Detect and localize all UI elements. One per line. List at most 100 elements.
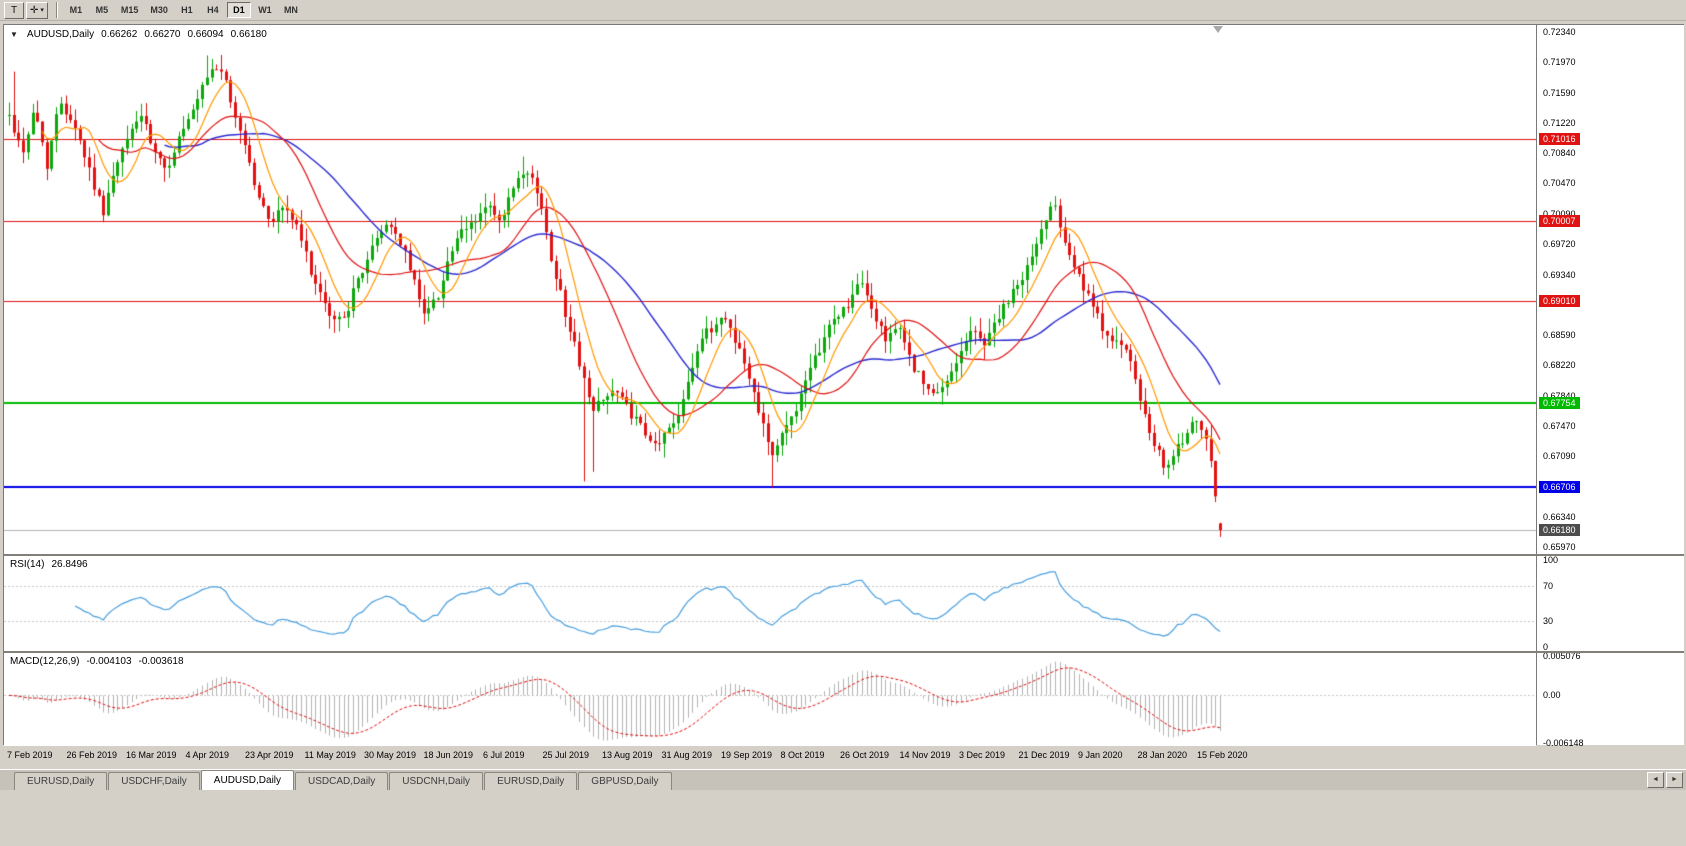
- chart-tab-gbpusd-daily[interactable]: GBPUSD,Daily: [578, 772, 672, 790]
- macd-header: MACD(12,26,9) -0.004103 -0.003618: [10, 656, 184, 667]
- chart-tabs: EURUSD,Daily USDCHF,Daily AUDUSD,Daily USDC…: [0, 770, 1686, 790]
- time-axis-label: 3 Dec 2019: [959, 750, 1006, 760]
- time-axis-label: 14 Nov 2019: [899, 750, 951, 760]
- timeframe-button-d1[interactable]: D1: [226, 2, 251, 18]
- timeframe-button-h4[interactable]: H4: [207, 5, 219, 15]
- macd-panel-splitter[interactable]: [4, 651, 1684, 653]
- macd-tick-label: 0.00: [1543, 690, 1561, 701]
- macd-tick-label: -0.006148: [1543, 738, 1584, 748]
- time-axis-label: 31 Aug 2019: [661, 750, 713, 760]
- chart-menu-icon[interactable]: ▼: [10, 30, 18, 39]
- chart-shift-marker[interactable]: [1213, 26, 1223, 33]
- price-tick-label: 0.67840: [1543, 391, 1576, 401]
- price-tick-label: 0.69340: [1543, 269, 1576, 280]
- ohlc-close: 0.66180: [230, 29, 267, 40]
- time-axis-label: 23 Apr 2019: [245, 750, 294, 760]
- price-tick-label: 0.67470: [1543, 420, 1576, 431]
- chart-tab-audusd-daily[interactable]: AUDUSD,Daily: [200, 770, 295, 790]
- chart-tab-usdcnh-daily[interactable]: USDCNH,Daily: [389, 772, 484, 790]
- chart-tab-usdcad-daily[interactable]: USDCAD,Daily: [295, 772, 389, 790]
- timeframe-button-m1[interactable]: M1: [69, 5, 83, 15]
- rsi-value: 26.8496: [51, 559, 88, 570]
- chart-tab-eurusd-daily[interactable]: EURUSD,Daily: [484, 772, 578, 790]
- price-tick-label: 0.67090: [1543, 451, 1576, 462]
- chart-tab-usdchf-daily[interactable]: USDCHF,Daily: [108, 772, 200, 790]
- rsi-tick-label: 0: [1543, 642, 1549, 652]
- price-tick-label: 0.71590: [1543, 87, 1576, 98]
- price-tick-label: 0.70840: [1543, 148, 1576, 159]
- price-tick-label: 0.69720: [1543, 238, 1576, 249]
- rsi-tick-label: 70: [1543, 581, 1554, 592]
- ohlc-low: 0.66094: [187, 29, 224, 40]
- timeframe-bar: M1 M5 M15 M30 H1 H4 D1 W1 MN: [64, 2, 303, 18]
- time-axis-label: 8 Oct 2019: [780, 750, 825, 760]
- chart-header: ▼ AUDUSD,Daily 0.66262 0.66270 0.66094 0…: [10, 29, 267, 40]
- price-tick-label: 0.71970: [1543, 56, 1576, 67]
- macd-main-value: -0.004103: [86, 656, 132, 667]
- main-chart-canvas[interactable]: [4, 25, 1536, 554]
- rsi-panel-canvas[interactable]: [4, 556, 1536, 651]
- timeframe-button-m15[interactable]: M15: [120, 5, 139, 15]
- crosshair-icon: ✛: [30, 4, 39, 16]
- timeframe-button-w1[interactable]: W1: [258, 5, 272, 15]
- level-price-tag: 0.66706: [1539, 481, 1580, 494]
- level-price-tag: 0.70007: [1539, 214, 1580, 227]
- rsi-panel-splitter[interactable]: [4, 554, 1684, 556]
- dropdown-arrow-icon: ▾: [40, 7, 44, 14]
- time-axis-label: 16 Mar 2019: [126, 750, 177, 760]
- time-axis-label: 15 Feb 2020: [1197, 750, 1248, 760]
- time-axis-label: 25 Jul 2019: [542, 750, 590, 760]
- price-tick-label: 0.66340: [1543, 512, 1576, 523]
- time-axis-label: 19 Sep 2019: [721, 750, 773, 760]
- chart-tab-eurusd-daily[interactable]: EURUSD,Daily: [14, 772, 108, 790]
- level-price-tag: 0.67754: [1539, 396, 1580, 409]
- ohlc-high: 0.66270: [144, 29, 181, 40]
- time-axis-label: 6 Jul 2019: [483, 750, 525, 760]
- time-axis-label: 21 Dec 2019: [1018, 750, 1070, 760]
- price-tick-label: 0.68220: [1543, 360, 1576, 371]
- macd-title: MACD(12,26,9): [10, 656, 80, 667]
- macd-tick-label: 0.005076: [1543, 651, 1581, 661]
- text-tool-icon: T: [10, 4, 18, 16]
- rsi-title: RSI(14): [10, 559, 45, 570]
- chart-symbol-label: AUDUSD,Daily: [26, 29, 95, 40]
- price-tick-label: 0.68590: [1543, 330, 1576, 341]
- cursor-tool-button[interactable]: ✛ ▾: [26, 1, 48, 19]
- rsi-tick-label: 30: [1543, 615, 1554, 626]
- time-axis[interactable]: 7 Feb 2019 26 Feb 2019 16 Mar 2019 4 Apr 20…: [3, 746, 1684, 765]
- time-axis-label: 26 Feb 2019: [66, 750, 118, 760]
- time-axis-label: 18 Jun 2019: [423, 750, 474, 760]
- chart-area: 0.72340 0.71970 0.71590 0.71220 0.70840 0.704…: [3, 24, 1684, 748]
- time-axis-label: 11 May 2019: [304, 750, 356, 760]
- timeframe-button-mn[interactable]: MN: [283, 5, 298, 15]
- price-tick-label: 0.71220: [1543, 117, 1576, 128]
- macd-panel-canvas[interactable]: [4, 653, 1536, 746]
- time-axis-label: 13 Aug 2019: [602, 750, 653, 760]
- current-price-tag: 0.66180: [1539, 524, 1580, 537]
- ohlc-open: 0.66262: [101, 29, 138, 40]
- rsi-tick-label: 100: [1543, 555, 1559, 565]
- timeframe-button-h1[interactable]: H1: [181, 5, 193, 15]
- price-tick-label: 0.70090: [1543, 209, 1576, 219]
- time-axis-label: 4 Apr 2019: [185, 750, 230, 760]
- price-tick-label: 0.72340: [1543, 27, 1576, 37]
- price-axis[interactable]: 0.72340 0.71970 0.71590 0.71220 0.70840 0.704…: [1536, 25, 1684, 748]
- time-axis-label: 26 Oct 2019: [840, 750, 890, 760]
- time-axis-label: 28 Jan 2020: [1137, 750, 1188, 760]
- text-tool-button[interactable]: T: [4, 1, 24, 19]
- time-axis-label: 7 Feb 2019: [7, 750, 53, 760]
- toolbar: T ✛ ▾ M1 M5 M15 M30 H1 H4 D1 W1 MN: [0, 0, 1686, 21]
- chart-tabs-bar: EURUSD,Daily USDCHF,Daily AUDUSD,Daily USDC…: [0, 769, 1686, 790]
- time-axis-label: 30 May 2019: [364, 750, 417, 760]
- timeframe-button-m30[interactable]: M30: [150, 5, 168, 15]
- macd-signal-value: -0.003618: [138, 656, 184, 667]
- tabs-scroll-controls: ◄ ►: [1647, 772, 1683, 788]
- time-axis-label: 9 Jan 2020: [1078, 750, 1123, 760]
- price-tick-label: 0.65970: [1543, 542, 1576, 552]
- toolbar-separator: [55, 2, 58, 18]
- level-price-tag: 0.71016: [1539, 133, 1580, 146]
- timeframe-button-m5[interactable]: M5: [95, 5, 109, 15]
- tabs-scroll-left-button[interactable]: ◄: [1647, 772, 1664, 788]
- tabs-scroll-right-button[interactable]: ►: [1666, 772, 1683, 788]
